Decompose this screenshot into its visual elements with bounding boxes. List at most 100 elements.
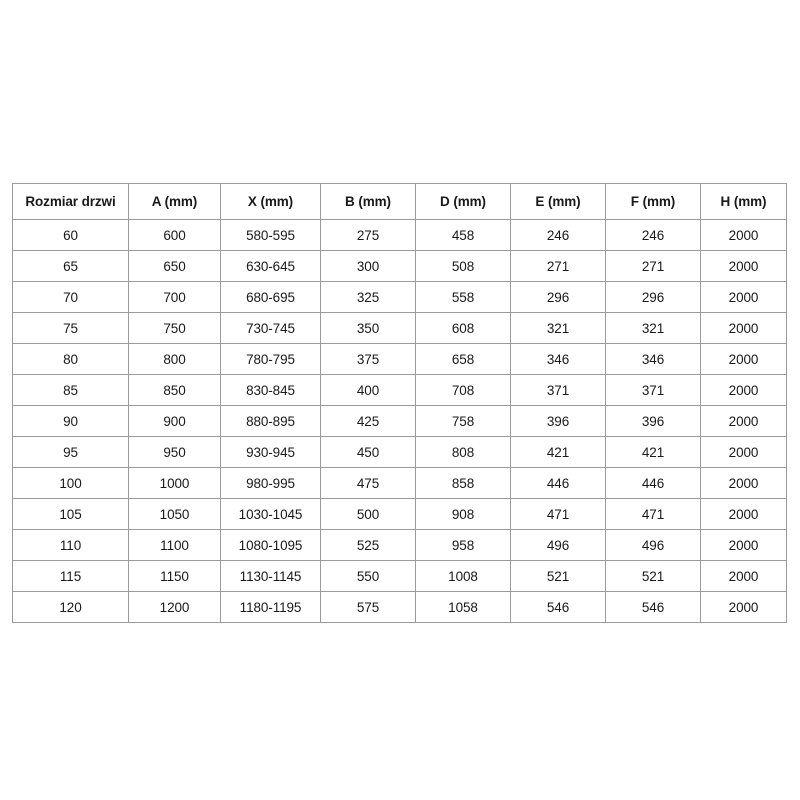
table-cell: 658 — [415, 343, 511, 375]
table-cell: 830-845 — [220, 374, 321, 406]
door-size-spec-table-container: Rozmiar drzwi A (mm) X (mm) B (mm) D (mm… — [12, 183, 787, 623]
table-cell: 2000 — [700, 498, 787, 530]
table-cell: 850 — [128, 374, 221, 406]
cell-door-size: 70 — [12, 281, 129, 313]
table-cell: 271 — [510, 250, 606, 282]
table-cell: 608 — [415, 312, 511, 344]
table-cell: 421 — [510, 436, 606, 468]
table-cell: 700 — [128, 281, 221, 313]
table-row: 80 800 780-795 375 658 346 346 2000 — [12, 343, 787, 375]
table-cell: 2000 — [700, 312, 787, 344]
table-cell: 508 — [415, 250, 511, 282]
table-cell: 1050 — [128, 498, 221, 530]
table-cell: 680-695 — [220, 281, 321, 313]
table-cell: 758 — [415, 405, 511, 437]
table-cell: 496 — [605, 529, 701, 561]
table-cell: 800 — [128, 343, 221, 375]
cell-door-size: 80 — [12, 343, 129, 375]
table-cell: 880-895 — [220, 405, 321, 437]
table-cell: 396 — [510, 405, 606, 437]
table-cell: 2000 — [700, 529, 787, 561]
table-row: 105 1050 1030-1045 500 908 471 471 2000 — [12, 498, 787, 530]
table-cell: 558 — [415, 281, 511, 313]
table-cell: 650 — [128, 250, 221, 282]
table-cell: 296 — [510, 281, 606, 313]
column-header-rozmiar-drzwi: Rozmiar drzwi — [12, 183, 129, 220]
table-row: 60 600 580-595 275 458 246 246 2000 — [12, 219, 787, 251]
table-cell: 475 — [320, 467, 416, 499]
table-cell: 521 — [605, 560, 701, 592]
table-cell: 325 — [320, 281, 416, 313]
table-cell: 2000 — [700, 374, 787, 406]
table-cell: 1150 — [128, 560, 221, 592]
cell-door-size: 110 — [12, 529, 129, 561]
table-cell: 2000 — [700, 467, 787, 499]
table-cell: 296 — [605, 281, 701, 313]
cell-door-size: 90 — [12, 405, 129, 437]
table-cell: 1180-1195 — [220, 591, 321, 623]
table-cell: 630-645 — [220, 250, 321, 282]
table-cell: 425 — [320, 405, 416, 437]
cell-door-size: 105 — [12, 498, 129, 530]
cell-door-size: 75 — [12, 312, 129, 344]
table-row: 120 1200 1180-1195 575 1058 546 546 2000 — [12, 591, 787, 623]
table-cell: 980-995 — [220, 467, 321, 499]
table-row: 65 650 630-645 300 508 271 271 2000 — [12, 250, 787, 282]
table-cell: 446 — [605, 467, 701, 499]
table-row: 75 750 730-745 350 608 321 321 2000 — [12, 312, 787, 344]
cell-door-size: 95 — [12, 436, 129, 468]
column-header-f: F (mm) — [605, 183, 701, 220]
table-row: 95 950 930-945 450 808 421 421 2000 — [12, 436, 787, 468]
table-cell: 858 — [415, 467, 511, 499]
table-cell: 2000 — [700, 560, 787, 592]
table-cell: 546 — [605, 591, 701, 623]
table-cell: 730-745 — [220, 312, 321, 344]
cell-door-size: 85 — [12, 374, 129, 406]
column-header-b: B (mm) — [320, 183, 416, 220]
column-header-d: D (mm) — [415, 183, 511, 220]
table-cell: 300 — [320, 250, 416, 282]
table-cell: 450 — [320, 436, 416, 468]
table-cell: 2000 — [700, 436, 787, 468]
table-cell: 575 — [320, 591, 416, 623]
table-cell: 708 — [415, 374, 511, 406]
table-cell: 500 — [320, 498, 416, 530]
table-cell: 246 — [510, 219, 606, 251]
cell-door-size: 120 — [12, 591, 129, 623]
table-cell: 371 — [510, 374, 606, 406]
table-row: 85 850 830-845 400 708 371 371 2000 — [12, 374, 787, 406]
table-cell: 1000 — [128, 467, 221, 499]
table-cell: 950 — [128, 436, 221, 468]
table-cell: 371 — [605, 374, 701, 406]
table-cell: 2000 — [700, 250, 787, 282]
table-row: 100 1000 980-995 475 858 446 446 2000 — [12, 467, 787, 499]
table-row: 90 900 880-895 425 758 396 396 2000 — [12, 405, 787, 437]
table-cell: 321 — [510, 312, 606, 344]
table-cell: 471 — [510, 498, 606, 530]
table-cell: 321 — [605, 312, 701, 344]
table-cell: 780-795 — [220, 343, 321, 375]
table-cell: 471 — [605, 498, 701, 530]
table-cell: 900 — [128, 405, 221, 437]
table-cell: 346 — [605, 343, 701, 375]
table-cell: 496 — [510, 529, 606, 561]
table-cell: 271 — [605, 250, 701, 282]
table-cell: 2000 — [700, 405, 787, 437]
table-cell: 580-595 — [220, 219, 321, 251]
table-cell: 1030-1045 — [220, 498, 321, 530]
table-cell: 808 — [415, 436, 511, 468]
table-cell: 400 — [320, 374, 416, 406]
cell-door-size: 115 — [12, 560, 129, 592]
table-cell: 2000 — [700, 281, 787, 313]
table-cell: 2000 — [700, 591, 787, 623]
table-cell: 1080-1095 — [220, 529, 321, 561]
table-cell: 600 — [128, 219, 221, 251]
table-cell: 750 — [128, 312, 221, 344]
column-header-x: X (mm) — [220, 183, 321, 220]
table-cell: 275 — [320, 219, 416, 251]
table-cell: 525 — [320, 529, 416, 561]
table-row: 110 1100 1080-1095 525 958 496 496 2000 — [12, 529, 787, 561]
table-cell: 550 — [320, 560, 416, 592]
table-cell: 2000 — [700, 219, 787, 251]
